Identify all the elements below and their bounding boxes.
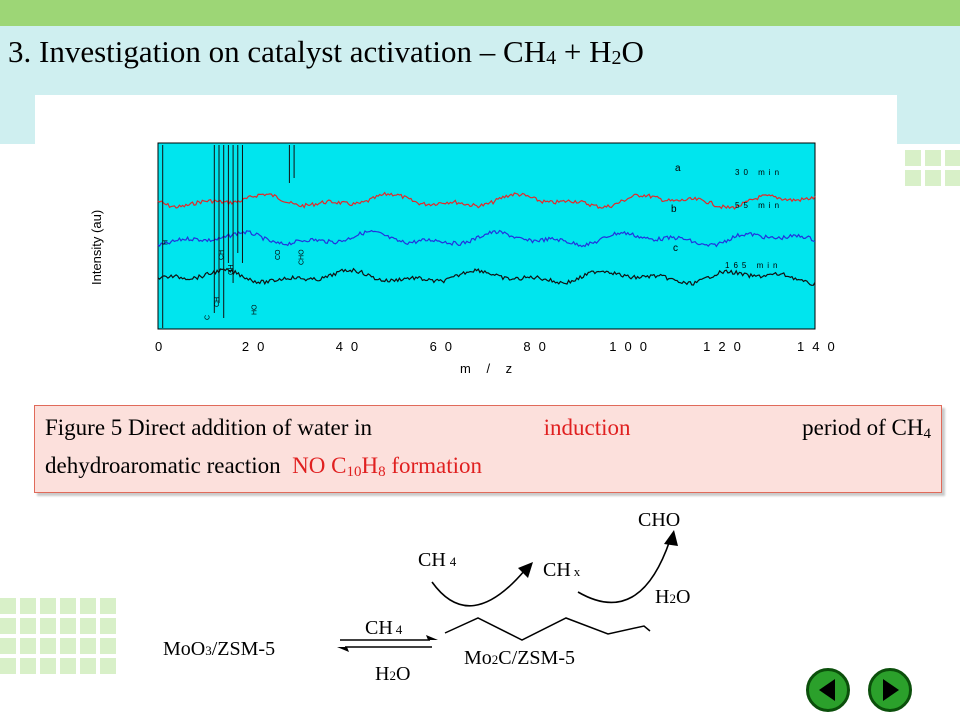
triangle-left-icon (819, 679, 835, 701)
caption-line2: dehydroaromatic reaction (45, 453, 281, 478)
equilibrium-backward-head (337, 647, 349, 652)
peak-label: C (205, 315, 212, 320)
arrow-top-label: CH 4 (365, 617, 403, 639)
x-tick-label: 100 (609, 339, 655, 354)
cho-label: CHO (638, 509, 680, 531)
caption-mid: period of CH4 (802, 415, 931, 442)
ch4-label: CH 4 (418, 549, 457, 571)
series-time-b: 55 min (735, 201, 783, 210)
equilibrium-forward-head (426, 635, 438, 640)
x-axis-label: m / z (460, 361, 518, 376)
peak-label: CH (219, 250, 226, 260)
curved-arrow-2 (577, 539, 671, 604)
x-tick-label: 20 (242, 339, 272, 354)
arrowhead-2 (664, 530, 678, 546)
caption-induction: induction (543, 415, 631, 440)
arrow-bottom-label: H2O (375, 663, 410, 685)
plot-area (157, 142, 816, 330)
caption-no-formation: NO C10H8 formation (292, 453, 483, 480)
curved-arrow-1 (431, 569, 526, 607)
h2o-label: H2O (655, 586, 690, 608)
x-tick-label: 140 (797, 339, 843, 354)
peak-label: H (162, 240, 169, 245)
series-letter-b: b (671, 204, 677, 215)
series-time-c: 165 min (725, 261, 781, 270)
peak-label: CO (275, 249, 282, 260)
x-tick-label: 40 (336, 339, 366, 354)
peak-label: OH (228, 265, 235, 276)
caption-prefix: Figure 5 Direct addition of water in (45, 415, 373, 440)
triangle-right-icon (883, 679, 899, 701)
x-tick-label: 120 (703, 339, 749, 354)
figure-caption: Figure 5 Direct addition of water in ind… (34, 405, 942, 493)
y-axis-label: Intensity (au) (89, 210, 104, 285)
series-letter-a: a (675, 163, 681, 174)
x-tick-label: 80 (523, 339, 553, 354)
series-letter-c: c (673, 243, 678, 254)
x-tick-label: 60 (430, 339, 460, 354)
prev-button[interactable] (806, 668, 850, 712)
slide-title: 3. Investigation on catalyst activation … (8, 34, 644, 69)
figure-panel: H C CH CH OH HO CO CHO 0 20 40 60 80 100 120 140 Inten… (35, 95, 897, 385)
x-tick-label: 0 (155, 339, 170, 354)
series-line-b (157, 229, 816, 248)
decor-squares-left (0, 598, 116, 674)
series-time-a: 30 min (735, 168, 783, 177)
reactant-label: MoO3/ZSM-5 (163, 638, 275, 660)
alkyl-chain (444, 617, 651, 641)
next-button[interactable] (868, 668, 912, 712)
product-label: Mo2C/ZSM-5 (464, 647, 575, 669)
top-band (0, 0, 960, 26)
arrowhead-1 (518, 562, 533, 578)
peak-label: HO (252, 304, 259, 315)
decor-squares-right (905, 150, 960, 186)
series-line-c (157, 267, 816, 286)
chx-label: CH x (543, 559, 581, 581)
peak-label: CH (214, 297, 221, 307)
peak-label: CHO (298, 249, 305, 265)
series-line-a (157, 191, 816, 210)
reaction-scheme: CHO CH 4 CH x H2O MoO3/ZSM-5 CH 4 H2O Mo2C/… (163, 509, 690, 685)
